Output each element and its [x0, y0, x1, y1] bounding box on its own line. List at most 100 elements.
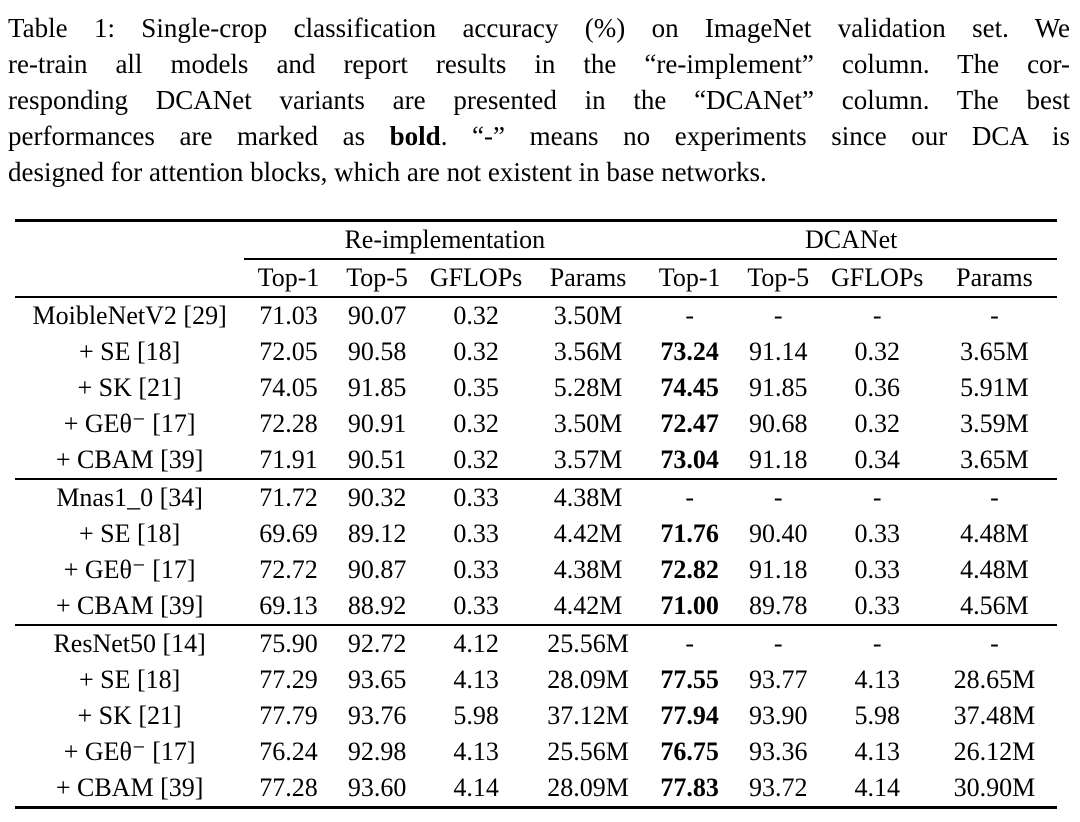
- value-cell: 90.91: [347, 409, 407, 438]
- value-cell: 5.28M: [553, 373, 623, 402]
- value-cell: 93.60: [347, 773, 407, 802]
- value-cell: 26.12M: [953, 737, 1036, 766]
- value-cell: 4.38M: [553, 555, 623, 584]
- value-cell: -: [733, 478, 823, 516]
- value-cell: -: [990, 301, 999, 330]
- value-cell: 4.14: [453, 773, 499, 802]
- value-cell: 0.32: [854, 337, 900, 366]
- results-table-body: MoibleNetV2 [29] 71.03 90.07 0.32 3.50M - - - - +…: [15, 297, 1057, 808]
- value-cell: 4.42M: [553, 519, 623, 548]
- table-row: + SK [21] 74.05 91.85 0.35 5.28M 74.45 91.85 0.…: [15, 370, 1057, 406]
- group-header-row: Re-implementation DCANet: [15, 220, 1057, 260]
- value-cell: 0.34: [854, 445, 900, 474]
- value-cell: 5.98: [453, 701, 499, 730]
- results-table-container: Re-implementation DCANet Top-1 Top-5 GFL…: [15, 219, 1057, 809]
- column-header-gflops-dca: GFLOPs: [822, 259, 932, 298]
- value-cell: 37.48M: [953, 701, 1036, 730]
- value-cell: -: [645, 478, 734, 516]
- value-cell: 0.32: [453, 301, 499, 330]
- value-cell: 0.33: [453, 519, 499, 548]
- model-name-cell: Mnas1_0 [34]: [15, 478, 245, 516]
- value-cell: 90.51: [347, 445, 407, 474]
- model-name-cell: + GEθ⁻ [17]: [63, 409, 196, 438]
- value-cell: 4.13: [453, 665, 499, 694]
- column-header-top1-dca: Top-1: [645, 259, 734, 298]
- value-cell: 73.24: [660, 337, 719, 366]
- value-cell: 0.33: [854, 555, 900, 584]
- value-cell: 0.33: [854, 519, 900, 548]
- value-cell: 89.78: [748, 591, 808, 620]
- value-cell: 75.90: [244, 624, 333, 662]
- value-cell: 93.77: [748, 665, 808, 694]
- value-cell: -: [931, 478, 1057, 516]
- model-name-cell: + CBAM [39]: [55, 773, 204, 802]
- caption-line-3: responding DCANet variants are presented…: [8, 85, 1070, 115]
- value-cell: 93.36: [748, 737, 808, 766]
- value-cell: 91.18: [748, 445, 808, 474]
- table-row: + SE [18] 77.29 93.65 4.13 28.09M 77.55 93.77 4…: [15, 662, 1057, 698]
- column-header-top5-re: Top-5: [332, 259, 422, 298]
- value-cell: 73.04: [660, 445, 719, 474]
- model-column-header: [15, 259, 245, 298]
- value-cell: 92.98: [347, 737, 407, 766]
- value-cell: 71.76: [660, 519, 719, 548]
- value-cell: 0.32: [453, 409, 499, 438]
- caption-line-4-pre: performances are marked as: [8, 121, 390, 151]
- value-cell: 71.91: [259, 445, 318, 474]
- value-cell: 91.85: [748, 373, 808, 402]
- value-cell: 28.65M: [953, 665, 1036, 694]
- value-cell: 72.05: [259, 337, 318, 366]
- table-row: + CBAM [39] 71.91 90.51 0.32 3.57M 73.04 91.18…: [15, 442, 1057, 479]
- value-cell: -: [645, 624, 734, 662]
- value-cell: 0.32: [854, 409, 900, 438]
- column-header-params-dca: Params: [931, 259, 1057, 298]
- table-row: MoibleNetV2 [29] 71.03 90.07 0.32 3.50M - - - -: [15, 297, 1057, 334]
- value-cell: 92.72: [332, 624, 422, 662]
- value-cell: 76.75: [660, 737, 719, 766]
- model-name-cell: + SE [18]: [78, 665, 181, 694]
- caption-line-4: performances are marked as bold. “-” mea…: [8, 118, 1070, 154]
- value-cell: 90.87: [347, 555, 407, 584]
- table-row: + CBAM [39] 69.13 88.92 0.33 4.42M 71.00 89.78…: [15, 588, 1057, 625]
- value-cell: 30.90M: [953, 773, 1036, 802]
- value-cell: -: [931, 624, 1057, 662]
- value-cell: 77.29: [259, 665, 318, 694]
- value-cell: 0.33: [453, 555, 499, 584]
- value-cell: 0.35: [453, 373, 499, 402]
- value-cell: 77.55: [660, 665, 719, 694]
- value-cell: 4.42M: [553, 591, 623, 620]
- value-cell: -: [685, 301, 694, 330]
- value-cell: 72.28: [259, 409, 318, 438]
- value-cell: 74.45: [660, 373, 719, 402]
- results-table: Re-implementation DCANet Top-1 Top-5 GFL…: [15, 219, 1057, 809]
- model-name-cell: + CBAM [39]: [55, 445, 204, 474]
- model-name-cell: + SK [21]: [77, 373, 182, 402]
- model-name-cell: + CBAM [39]: [55, 591, 204, 620]
- value-cell: 4.13: [854, 665, 900, 694]
- value-cell: 69.69: [259, 519, 318, 548]
- value-cell: 93.72: [748, 773, 808, 802]
- value-cell: 77.83: [660, 773, 719, 802]
- model-name-cell: + GEθ⁻ [17]: [63, 737, 196, 766]
- table-row: ResNet50 [14] 75.90 92.72 4.12 25.56M - - - -: [15, 624, 1057, 662]
- value-cell: 71.72: [244, 478, 333, 516]
- value-cell: 72.82: [660, 555, 719, 584]
- value-cell: -: [822, 478, 932, 516]
- value-cell: 4.14: [854, 773, 900, 802]
- value-cell: 4.48M: [960, 519, 1029, 548]
- model-name-cell: ResNet50 [14]: [15, 624, 245, 662]
- table-header: Re-implementation DCANet Top-1 Top-5 GFL…: [15, 220, 1057, 298]
- group-header-reimplementation: Re-implementation: [244, 220, 646, 260]
- table-row: + GEθ⁻ [17] 72.72 90.87 0.33 4.38M 72.82 91.18…: [15, 552, 1057, 588]
- table-row: + CBAM [39] 77.28 93.60 4.14 28.09M 77.83 93.7…: [15, 770, 1057, 808]
- value-cell: 71.03: [259, 301, 318, 330]
- caption-line-4-post: . “-” means no experiments since our DCA…: [440, 121, 1070, 151]
- value-cell: -: [822, 624, 932, 662]
- value-cell: 90.40: [748, 519, 808, 548]
- value-cell: 91.14: [748, 337, 808, 366]
- value-cell: 25.56M: [547, 737, 629, 766]
- column-header-top1-re: Top-1: [244, 259, 333, 298]
- model-name-cell: + SE [18]: [78, 519, 181, 548]
- value-cell: 3.50M: [553, 301, 623, 330]
